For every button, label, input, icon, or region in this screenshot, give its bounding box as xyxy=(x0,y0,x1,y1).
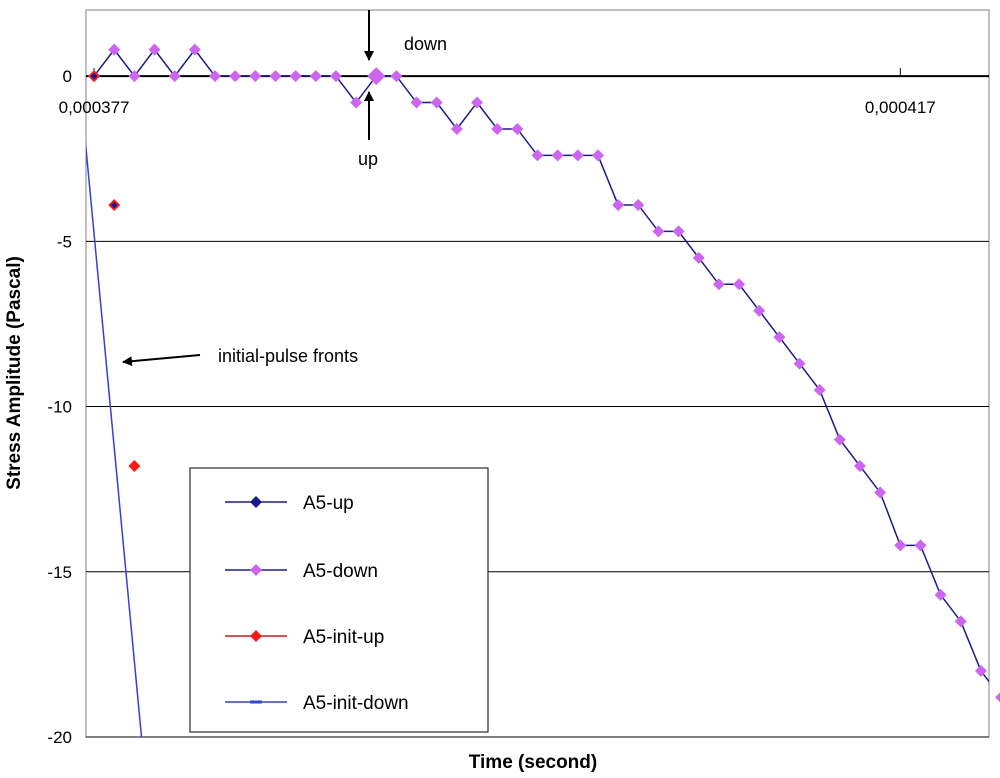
x-tick-label: 0,000417 xyxy=(865,98,936,117)
data-point-a5-down xyxy=(571,149,584,162)
data-point-a5-down xyxy=(793,357,806,370)
legend-label: A5-init-up xyxy=(303,627,384,648)
y-axis-title: Stress Amplitude (Pascal) xyxy=(4,256,25,490)
y-tick-label: -20 xyxy=(47,728,72,747)
data-point-a5-down xyxy=(833,433,846,446)
data-point-a5-down xyxy=(531,149,544,162)
data-point-a5-down xyxy=(511,122,524,135)
data-point-a5-down xyxy=(148,43,161,56)
x-axis-title: Time (second) xyxy=(469,752,597,773)
data-point-a5-down xyxy=(491,122,504,135)
annotation-up-label: up xyxy=(358,149,378,169)
data-point-a5-down xyxy=(591,149,604,162)
data-point-a5-down xyxy=(430,96,443,109)
data-point-a5-down xyxy=(773,331,786,344)
data-point-a5-down xyxy=(733,278,746,291)
data-point-a5-down-highlight xyxy=(367,67,386,86)
data-point-a5-down xyxy=(168,70,181,83)
data-point-a5-down xyxy=(894,539,907,552)
y-tick-label: -15 xyxy=(47,563,72,582)
legend-label: A5-init-down xyxy=(303,693,409,714)
legend-label: A5-down xyxy=(303,561,378,582)
data-point-a5-down xyxy=(612,198,625,211)
data-point-a5-down xyxy=(854,460,866,473)
legend: A5-up A5-down A5-init-up A5-init-down xyxy=(189,467,489,733)
data-point-a5-down xyxy=(209,70,221,83)
legend-swatch-marker xyxy=(250,564,262,576)
data-point-a5-down xyxy=(995,692,1000,703)
data-point-a5-down xyxy=(954,615,967,628)
y-tick-label: -10 xyxy=(47,398,72,417)
annotation-down: down xyxy=(364,10,447,61)
y-tick-label: -5 xyxy=(57,232,72,251)
annotation-up: up xyxy=(358,91,378,169)
data-point-a5-down xyxy=(249,70,262,83)
data-point-a5-down xyxy=(188,43,201,56)
y-axis-tick-labels: 0 -5 -10 -15 -20 xyxy=(47,67,72,747)
legend-box xyxy=(189,467,489,733)
data-point-a5-down xyxy=(632,198,645,211)
data-point-a5-down xyxy=(914,539,927,552)
data-point-a5-down xyxy=(753,304,766,317)
data-point-a5-down xyxy=(974,664,987,677)
legend-swatch-marker xyxy=(250,630,262,642)
legend-item-a5-init-down: A5-init-down xyxy=(225,693,409,714)
data-point-a5-down xyxy=(450,122,463,135)
y-tick-label: 0 xyxy=(63,67,72,86)
data-point-a5-down xyxy=(108,43,121,56)
data-point-a5-down xyxy=(229,70,242,83)
data-point-a5-down xyxy=(289,70,302,83)
data-point-a5-down xyxy=(309,70,322,83)
data-point-a5-down xyxy=(874,486,887,499)
annotation-initial-pulse: initial-pulse fronts xyxy=(122,346,358,367)
data-point-a5-down xyxy=(652,225,665,238)
data-point-a5-down xyxy=(712,278,725,291)
data-point-a5-down xyxy=(813,384,826,397)
data-point-a5-down xyxy=(672,225,685,238)
data-point-a5-down xyxy=(471,96,484,109)
data-point-a5-down xyxy=(390,70,403,83)
data-point-a5-init-up xyxy=(128,460,141,473)
data-point-a5-down xyxy=(934,588,947,601)
legend-label: A5-up xyxy=(303,493,354,514)
data-point-a5-down xyxy=(350,96,363,109)
x-tick-label: 0,000377 xyxy=(59,98,130,117)
data-point-a5-up xyxy=(110,201,118,209)
series-line-a5-init-down xyxy=(86,140,143,737)
legend-swatch-marker xyxy=(250,496,262,508)
series-markers xyxy=(88,43,1000,703)
data-point-a5-down xyxy=(410,96,423,109)
data-point-a5-down xyxy=(329,70,342,83)
legend-item-a5-up: A5-up xyxy=(225,493,354,514)
legend-item-a5-init-up: A5-init-up xyxy=(225,627,384,648)
initial-pulse-arrow xyxy=(122,354,201,367)
data-point-a5-down xyxy=(128,70,141,83)
data-point-a5-up xyxy=(90,72,98,80)
data-point-a5-down xyxy=(269,70,282,83)
annotation-initial-pulse-label: initial-pulse fronts xyxy=(218,346,358,366)
data-point-a5-down xyxy=(551,149,564,162)
annotation-down-label: down xyxy=(404,34,447,54)
legend-item-a5-down: A5-down xyxy=(225,561,378,582)
data-point-a5-down xyxy=(692,251,705,264)
